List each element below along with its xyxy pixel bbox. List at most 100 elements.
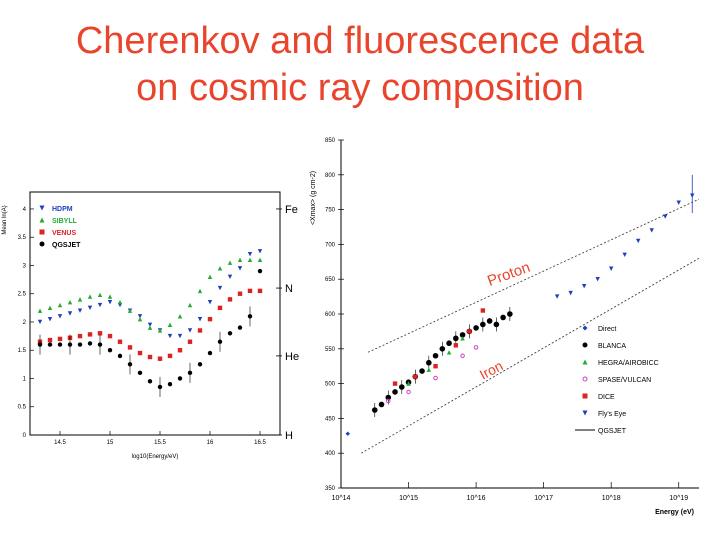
left-point-sibyll [237, 257, 243, 263]
right-point-blanca [480, 321, 486, 328]
right-point-dice [453, 343, 459, 348]
title-line-1: Cherenkov and fluorescence data [75, 20, 645, 62]
left-point-qgsjet [87, 341, 93, 346]
left-point-qgsjet [237, 325, 243, 330]
left-point-qgsjet [257, 268, 263, 274]
left-x-tick-label: 16.5 [254, 440, 266, 446]
left-point-hdpm [167, 333, 173, 339]
left-y-tick-label: 3 [23, 263, 27, 269]
right-x-tick-label: 10^14 [332, 495, 351, 502]
left-point-sibyll [147, 325, 153, 330]
right-x-tick-label: 10^17 [534, 495, 553, 502]
left-legend-label: VENUS [52, 230, 76, 237]
left-point-qgsjet [47, 342, 53, 347]
left-reference-label: N [285, 283, 293, 295]
right-point-dice [467, 329, 472, 334]
right-point-blanca [385, 394, 392, 401]
right-point-dice [480, 308, 486, 313]
right-point-flyseye [568, 290, 573, 296]
right-point-flyseye [636, 238, 641, 244]
right-y-tick-label: 350 [325, 486, 336, 492]
right-point-spasevulcan [433, 375, 438, 381]
left-point-hdpm [67, 311, 73, 316]
left-point-venus [207, 316, 213, 322]
left-point-sibyll [227, 260, 233, 265]
left-point-qgsjet [247, 314, 253, 319]
left-point-venus [137, 350, 143, 356]
right-point-blanca [432, 352, 439, 359]
right-point-spasevulcan [406, 389, 411, 395]
left-point-venus [57, 336, 63, 342]
right-y-axis-label: <Xmax> (g cm-2) [310, 171, 317, 225]
left-point-hdpm [97, 302, 103, 308]
left-y-tick-label: 1 [23, 376, 27, 382]
left-legend-label: SIBYLL [52, 218, 78, 225]
right-point-blanca [392, 389, 398, 395]
right-y-tick-label: 550 [325, 347, 336, 353]
left-point-sibyll [67, 299, 73, 305]
left-x-tick-label: 16 [207, 440, 214, 446]
left-point-sibyll [57, 302, 63, 308]
left-y-tick-label: 0.5 [18, 405, 27, 411]
right-y-tick-label: 600 [325, 312, 336, 318]
right-point-hegraairobicc [426, 367, 432, 372]
left-point-venus [107, 333, 113, 339]
left-point-venus [247, 288, 253, 294]
iron-curve-label: Iron [477, 357, 506, 382]
left-point-hdpm [227, 274, 233, 279]
left-point-sibyll [77, 297, 83, 302]
left-point-hdpm [87, 305, 93, 311]
left-point-hdpm [257, 249, 263, 254]
left-point-sibyll [117, 299, 123, 305]
left-point-hdpm [107, 299, 113, 305]
left-point-qgsjet [227, 331, 233, 336]
left-point-venus [167, 353, 173, 359]
left-point-venus [77, 333, 83, 339]
left-point-sibyll [137, 316, 143, 322]
right-legend-label: HEGRA/AIROBICC [598, 360, 659, 367]
right-point-flyseye [676, 200, 681, 205]
left-point-sibyll [247, 257, 253, 263]
right-legend-marker [582, 359, 588, 365]
proton-curve [367, 198, 700, 353]
left-point-sibyll [217, 266, 223, 271]
right-point-blanca [493, 321, 500, 328]
left-point-venus [197, 328, 203, 333]
left-point-hdpm [187, 328, 193, 333]
left-point-sibyll [37, 308, 43, 313]
left-point-qgsjet [77, 342, 83, 347]
right-point-hegraairobicc [446, 350, 452, 355]
right-point-blanca [426, 359, 432, 366]
left-point-sibyll [197, 288, 203, 294]
left-point-venus [97, 331, 103, 336]
left-reference-label: Fe [285, 204, 298, 216]
left-point-qgsjet [217, 339, 223, 344]
left-reference-label: H [285, 430, 293, 442]
right-x-tick-label: 10^16 [467, 495, 486, 502]
left-point-sibyll [177, 314, 183, 319]
left-point-venus [87, 332, 93, 337]
right-legend-marker [582, 376, 588, 382]
left-point-qgsjet [167, 381, 173, 387]
left-legend-label: QGSJET [52, 242, 81, 249]
left-point-qgsjet [197, 362, 203, 367]
right-point-blanca [419, 368, 425, 374]
right-legend-label: QGSJET [598, 428, 627, 435]
right-y-tick-label: 400 [325, 451, 336, 457]
right-point-dice [433, 364, 438, 369]
left-legend-marker [39, 217, 45, 223]
right-point-direct [345, 431, 350, 436]
left-point-hdpm [57, 314, 63, 319]
right-point-blanca [378, 401, 385, 408]
right-legend-label: Fly's Eye [598, 411, 626, 418]
right-point-blanca [507, 311, 513, 317]
left-point-sibyll [207, 274, 213, 279]
right-y-tick-label: 800 [325, 173, 336, 179]
left-point-venus [237, 291, 243, 296]
right-point-flyseye [554, 294, 560, 299]
left-point-qgsjet [187, 370, 193, 376]
left-point-hdpm [137, 314, 143, 319]
right-y-tick-label: 700 [325, 242, 336, 248]
left-point-qgsjet [117, 353, 123, 359]
right-point-blanca [371, 407, 378, 413]
